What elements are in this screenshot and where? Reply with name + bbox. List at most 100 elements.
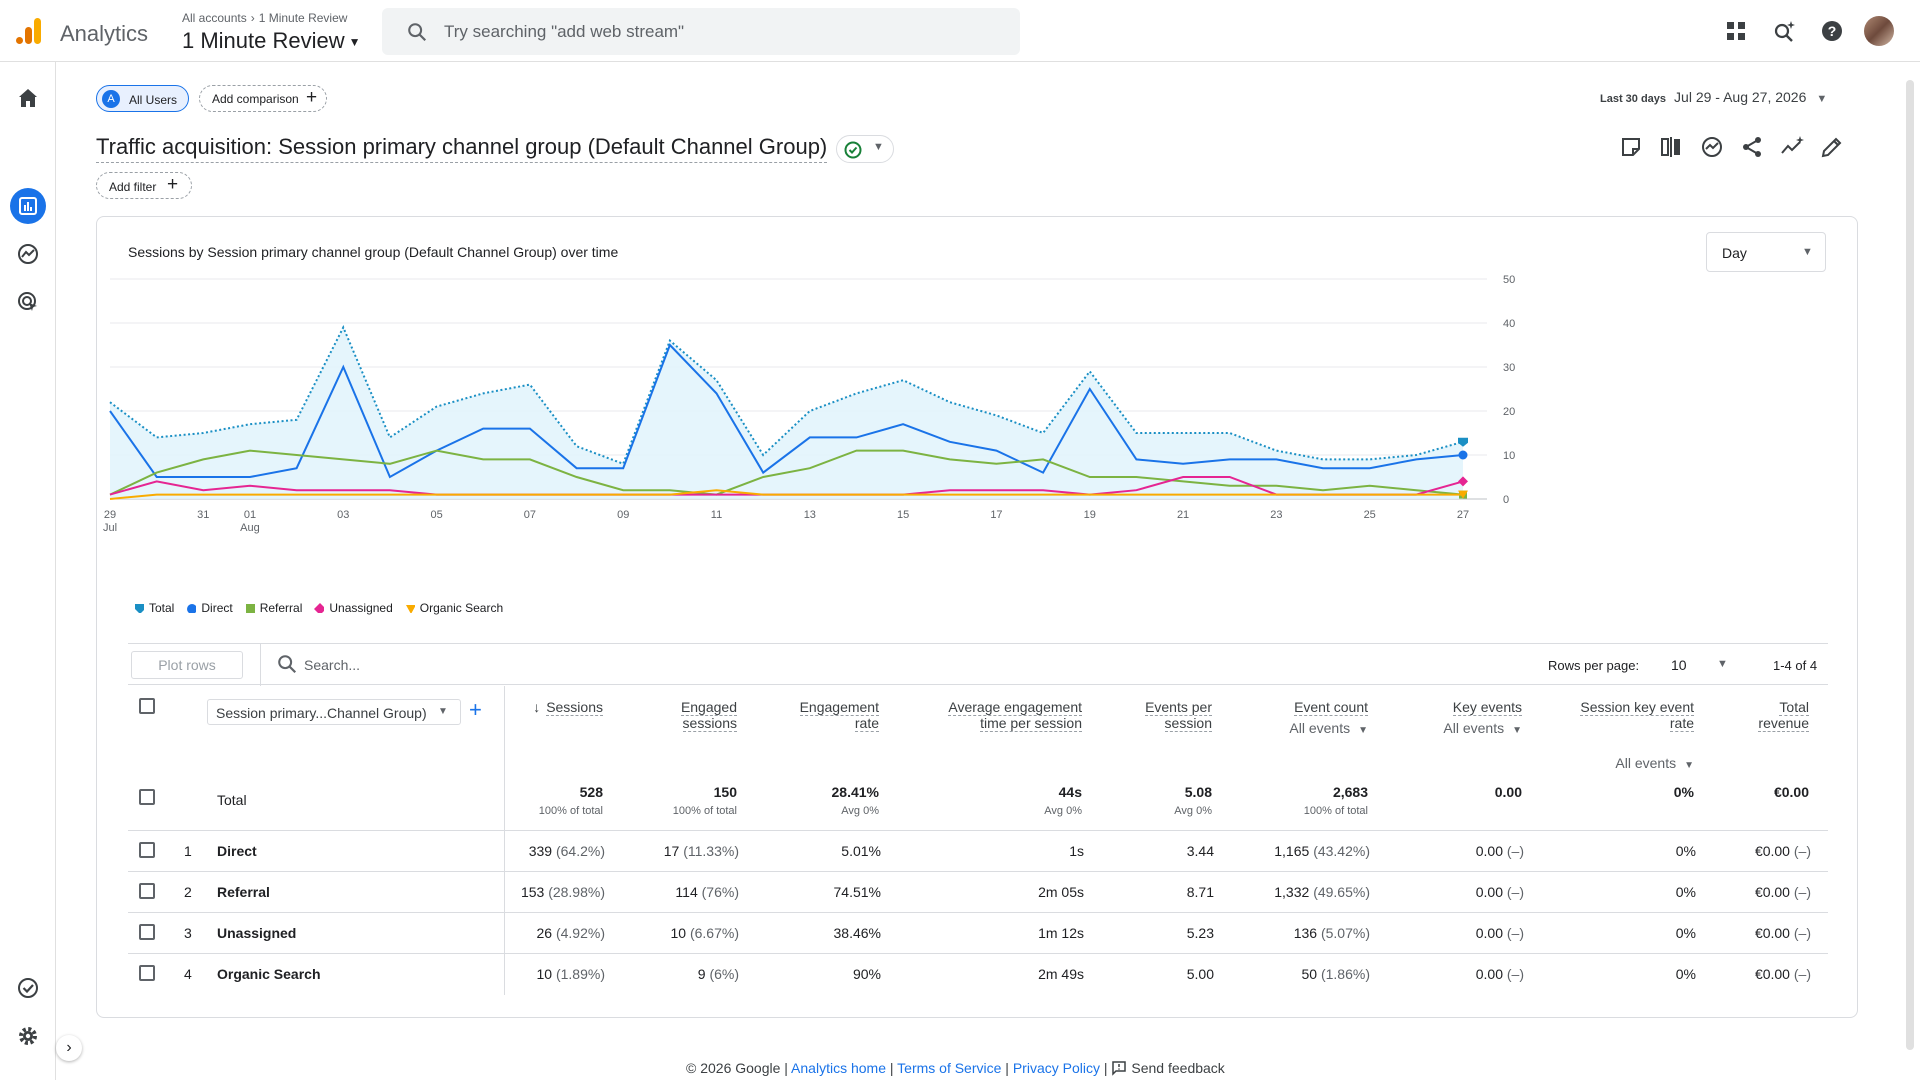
total-row-checkbox[interactable] — [139, 789, 155, 805]
column-header[interactable]: Engagement rate — [799, 699, 879, 732]
add-filter-button[interactable]: Add filter + — [96, 172, 192, 199]
series-endpoint-organic-search[interactable] — [1458, 490, 1468, 499]
edit-pencil-icon[interactable] — [1820, 135, 1844, 159]
avatar[interactable] — [1864, 16, 1894, 46]
check-circle-icon — [844, 141, 862, 159]
apps-grid-icon[interactable] — [1724, 19, 1748, 43]
column-header[interactable]: Key events All events ▼ — [1443, 699, 1522, 736]
column-header[interactable]: Session key event rate All events ▼ — [1580, 699, 1694, 771]
granularity-select[interactable]: Day ▼ — [1706, 232, 1826, 272]
compare-columns-icon[interactable] — [1659, 135, 1683, 159]
plot-rows-button[interactable]: Plot rows — [131, 651, 243, 679]
all-users-label: All Users — [129, 93, 178, 107]
property-selector[interactable]: 1 Minute Review ▼ — [182, 28, 361, 54]
search-input[interactable] — [444, 18, 1004, 46]
analytics-logo-icon[interactable] — [14, 16, 44, 46]
privacy-link[interactable]: Privacy Policy — [1012, 1060, 1100, 1076]
table-row[interactable]: 3 Unassigned 26 (4.92%) 10 (6.67%) 38.46% 1m … — [97, 912, 1859, 953]
rows-per-page-select[interactable]: 10 — [1671, 657, 1687, 673]
insights-note-icon[interactable] — [1619, 135, 1643, 159]
series-endpoint-unassigned[interactable] — [1458, 476, 1468, 487]
trend-sparkle-icon[interactable] — [1780, 135, 1804, 159]
settings-icon[interactable] — [16, 1024, 40, 1048]
reports-icon[interactable] — [16, 194, 40, 218]
series-line-referral[interactable] — [109, 449, 1464, 496]
table-row[interactable]: 4 Organic Search 10 (1.89%) 9 (6%) 90% 2m 49s… — [97, 953, 1859, 994]
series-endpoint-total[interactable] — [1458, 437, 1468, 447]
series-line-direct[interactable] — [109, 343, 1464, 479]
breadcrumb-root[interactable]: All accounts — [182, 11, 247, 25]
table-cell: 1,165 (43.42%) — [1274, 843, 1370, 859]
home-icon[interactable] — [16, 86, 40, 110]
row-channel-name[interactable]: Referral — [217, 884, 270, 900]
legend-item-direct[interactable]: Direct — [186, 601, 233, 615]
add-dimension-plus-icon[interactable]: + — [469, 697, 482, 722]
cell-value: 5.01% — [841, 843, 881, 859]
page-scrollbar[interactable] — [1906, 80, 1914, 1050]
insights-icon[interactable] — [1700, 135, 1724, 159]
table-row[interactable]: 2 Referral 153 (28.98%) 114 (76%) 74.51% 2m 0… — [97, 871, 1859, 912]
series-line-organic-search[interactable] — [109, 489, 1463, 500]
event-filter-label: All events — [1289, 720, 1351, 736]
legend-item-unassigned[interactable]: Unassigned — [314, 601, 393, 615]
event-filter-select[interactable]: All events ▼ — [1580, 755, 1694, 771]
series-endpoint-direct[interactable] — [1458, 450, 1468, 460]
help-icon[interactable]: ? — [1820, 19, 1844, 43]
feedback-icon[interactable] — [1111, 1060, 1127, 1076]
legend-marker-organic-search — [405, 605, 415, 613]
caret-down-icon[interactable]: ▼ — [1717, 658, 1728, 670]
table-search-input[interactable] — [304, 652, 604, 678]
analytics-home-link[interactable]: Analytics home — [791, 1060, 886, 1076]
table-cell: 1,332 (49.65%) — [1274, 884, 1370, 900]
row-checkbox[interactable] — [139, 842, 155, 858]
search-insights-icon[interactable] — [1772, 19, 1796, 43]
row-channel-name[interactable]: Organic Search — [217, 966, 321, 982]
select-all-checkbox[interactable] — [139, 698, 155, 714]
legend-item-organic-search[interactable]: Organic Search — [405, 601, 503, 615]
event-filter-select[interactable]: All events ▼ — [1289, 720, 1368, 736]
dimension-select[interactable]: Session primary...Channel Group) ▼ — [207, 699, 461, 725]
add-comparison-button[interactable]: Add comparison + — [199, 85, 327, 112]
send-feedback-link[interactable]: Send feedback — [1131, 1060, 1225, 1076]
expand-nav-chevron-icon[interactable]: › — [56, 1035, 82, 1061]
legend-item-total[interactable]: Total — [134, 601, 174, 615]
explore-icon[interactable] — [16, 242, 40, 266]
date-range-picker[interactable]: Last 30 days Jul 29 - Aug 27, 2026 ▼ — [1600, 89, 1827, 105]
column-header[interactable]: Event count All events ▼ — [1289, 699, 1368, 736]
row-checkbox[interactable] — [139, 965, 155, 981]
column-header[interactable]: Engaged sessions — [680, 699, 737, 732]
caret-down-icon: ▼ — [348, 35, 361, 50]
terms-link[interactable]: Terms of Service — [897, 1060, 1002, 1076]
admin-check-icon[interactable] — [16, 976, 40, 1000]
legend-item-referral[interactable]: Referral — [245, 601, 302, 615]
total-value: 44s — [1058, 784, 1082, 800]
share-icon[interactable] — [1740, 135, 1764, 159]
sort-descending-arrow-icon[interactable]: ↓ — [533, 699, 541, 715]
table-row[interactable]: 1 Direct 339 (64.2%) 17 (11.33%) 5.01% 1s 3.44… — [97, 830, 1859, 871]
total-subtext: 100% of total — [672, 805, 737, 817]
legend-label-unassigned: Unassigned — [329, 601, 393, 615]
global-search[interactable] — [382, 8, 1020, 55]
row-number: 3 — [184, 925, 192, 941]
column-header[interactable]: Average engagement time per session — [948, 699, 1082, 732]
report-status-button[interactable]: ▼ — [836, 135, 894, 163]
search-icon — [278, 655, 297, 674]
account-breadcrumb[interactable]: All accounts › 1 Minute Review — [182, 11, 347, 25]
cell-value: 90% — [852, 966, 881, 982]
row-checkbox[interactable] — [139, 883, 155, 899]
breadcrumb-child[interactable]: 1 Minute Review — [258, 11, 348, 25]
property-name[interactable]: 1 Minute Review — [182, 28, 345, 53]
cell-value: €0.00 — [1754, 884, 1790, 900]
advertising-icon[interactable] — [16, 290, 40, 314]
row-channel-name[interactable]: Direct — [217, 843, 257, 859]
row-checkbox[interactable] — [139, 924, 155, 940]
page-title[interactable]: Traffic acquisition: Session primary cha… — [96, 134, 828, 163]
column-header[interactable]: Total revenue — [1758, 699, 1809, 732]
all-users-chip[interactable]: A All Users — [96, 85, 189, 112]
event-filter-select[interactable]: All events ▼ — [1443, 720, 1522, 736]
table-cell: €0.00 (–) — [1755, 843, 1811, 859]
column-header[interactable]: ↓ Sessions — [533, 699, 603, 716]
row-channel-name[interactable]: Unassigned — [217, 925, 297, 941]
column-header[interactable]: Events per session — [1145, 699, 1212, 732]
